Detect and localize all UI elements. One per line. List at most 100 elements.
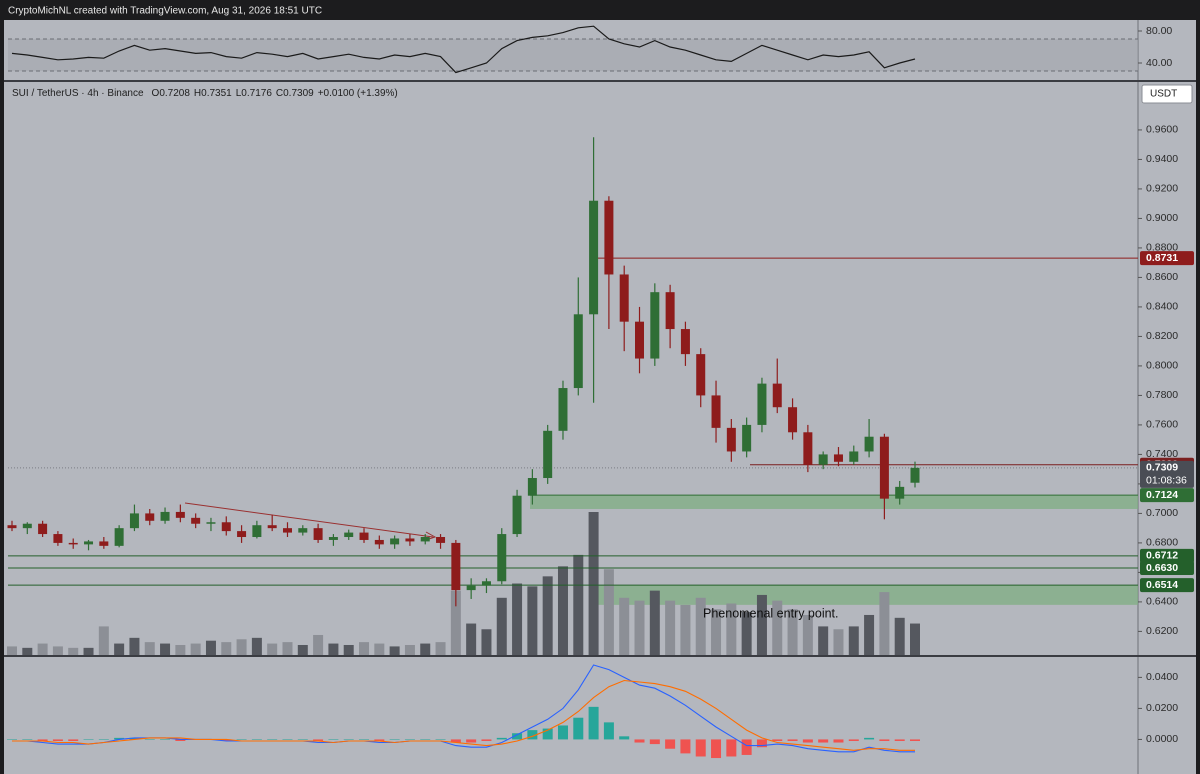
- candle-body: [390, 538, 400, 545]
- volume-bar: [481, 629, 492, 655]
- y-tick-label: 40.00: [1146, 57, 1172, 69]
- zone: [530, 495, 1138, 509]
- histogram-bar: [649, 739, 660, 745]
- candle-body: [849, 451, 859, 462]
- volume-bar: [527, 586, 538, 655]
- currency[interactable]: USDT: [1150, 89, 1177, 100]
- candle-body: [436, 537, 446, 543]
- volume-bar: [52, 646, 63, 655]
- volume-bar: [542, 576, 553, 655]
- volume-bar: [557, 566, 568, 655]
- histogram-bar: [297, 739, 308, 740]
- signal-line: [12, 679, 915, 751]
- volume-bar: [98, 626, 109, 655]
- candle-body: [160, 511, 170, 521]
- level-tag: [1140, 548, 1194, 563]
- volume-bar: [496, 597, 507, 655]
- histogram-bar: [7, 739, 17, 740]
- candle-body: [772, 383, 782, 408]
- volume-bar: [22, 647, 33, 655]
- candle-body: [114, 528, 124, 546]
- volume-bar: [7, 646, 17, 655]
- volume-bar: [205, 640, 216, 655]
- histogram-bar: [802, 739, 813, 743]
- volume-bar: [619, 597, 630, 655]
- currency-button[interactable]: [1141, 84, 1193, 104]
- y-tick-label: 0.9000: [1146, 212, 1178, 224]
- histogram-bar: [144, 739, 155, 740]
- histogram-bar: [129, 737, 140, 740]
- y-tick-label: 0.8000: [1146, 360, 1178, 372]
- candle-body: [175, 511, 185, 518]
- volume-bar: [787, 609, 798, 655]
- histogram-bar: [175, 739, 186, 741]
- last-price-tag: [1140, 460, 1194, 488]
- candle-body: [68, 542, 78, 545]
- volume-bar: [404, 644, 415, 655]
- histogram-bar: [374, 739, 385, 741]
- histogram-bar: [772, 739, 783, 741]
- volume-bar: [864, 614, 875, 655]
- y-tick-label: 0.8600: [1146, 271, 1178, 283]
- y-tick-label: 0.9400: [1146, 153, 1178, 165]
- legend-change: +0.0100 (+1.39%): [318, 88, 398, 99]
- y-tick-label: 0.7800: [1146, 389, 1178, 401]
- candle-body: [573, 314, 583, 389]
- volume-bar: [282, 642, 293, 655]
- candle-body: [589, 200, 599, 315]
- candle-body: [344, 532, 354, 538]
- volume-bar: [328, 643, 339, 655]
- histogram-bar: [711, 739, 722, 759]
- candle-body: [374, 539, 384, 545]
- volume-bar: [588, 512, 599, 655]
- candle-body: [451, 542, 461, 591]
- histogram-bar: [833, 739, 844, 743]
- level-label: 0.8731: [1146, 252, 1178, 264]
- annotation: Phenomenal entry point.: [703, 606, 839, 620]
- volume-bar: [297, 644, 308, 655]
- candle-body: [466, 585, 476, 591]
- candle-body: [191, 517, 201, 524]
- candle-body: [7, 525, 17, 529]
- histogram-bar: [756, 739, 767, 748]
- volume-bar: [833, 629, 844, 655]
- legend-high: H0.7351: [194, 88, 232, 99]
- histogram-bar: [894, 739, 905, 741]
- y-tick-label: 0.7400: [1146, 448, 1178, 460]
- candle-body: [742, 424, 752, 452]
- candle-body: [267, 525, 277, 529]
- candle-body: [788, 407, 798, 433]
- histogram-bar: [83, 739, 94, 740]
- volume-bar: [665, 600, 676, 655]
- volume-bar: [129, 637, 140, 655]
- volume-bar: [83, 647, 94, 655]
- volume-bar: [818, 626, 829, 655]
- volume-bar: [634, 600, 645, 655]
- histogram-bar: [481, 739, 492, 741]
- level-label: 0.7124: [1146, 489, 1178, 501]
- histogram-bar: [603, 722, 614, 740]
- histogram-bar: [313, 739, 324, 741]
- volume-bar: [68, 647, 79, 655]
- histogram-bar: [52, 739, 63, 741]
- histogram-bar: [588, 706, 599, 740]
- legend-symbol: SUI / TetherUS · 4h · Binance: [12, 88, 144, 99]
- legend-close: C0.7309: [276, 88, 314, 99]
- background: [4, 20, 1196, 774]
- macd-panel: 0.0000 0.0200 0.0400: [7, 664, 1178, 759]
- volume-bar: [160, 643, 171, 655]
- volume-bar: [680, 604, 691, 655]
- candle-body: [328, 537, 338, 540]
- volume-bar: [894, 617, 905, 655]
- candle-body: [895, 486, 905, 499]
- candle-body: [543, 430, 553, 479]
- histogram-bar: [404, 739, 415, 740]
- volume-bar: [114, 643, 125, 655]
- level-tag: [1140, 488, 1194, 503]
- candle-body: [558, 388, 568, 431]
- candle-body: [879, 436, 889, 499]
- level-tag: [1140, 251, 1194, 266]
- y-tick-label: 0.8200: [1146, 330, 1178, 342]
- candle-body: [53, 534, 63, 543]
- volume-bar: [420, 643, 431, 655]
